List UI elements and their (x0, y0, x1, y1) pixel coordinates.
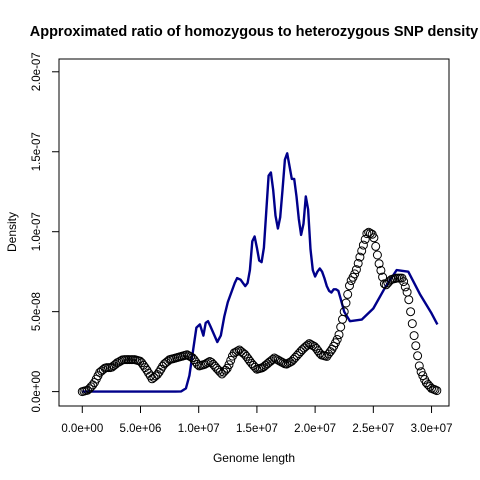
data-point (357, 246, 367, 256)
data-point (376, 265, 386, 275)
data-point (336, 322, 346, 332)
x-tick-label: 2.5e+07 (352, 423, 394, 435)
y-tick-label: 0.0e+00 (31, 371, 43, 413)
data-point (226, 355, 236, 365)
data-point (362, 229, 372, 239)
data-point (215, 367, 225, 377)
data-point (413, 351, 423, 361)
data-point (193, 359, 202, 369)
data-point (411, 341, 421, 351)
y-axis: 0.0e+00 5.0e-08 1.0e-07 1.5e-07 2.0e-07 (31, 52, 60, 413)
y-tick-label: 2.0e-07 (31, 52, 43, 91)
x-tick-label: 1.0e+07 (178, 423, 220, 435)
data-point (379, 279, 389, 289)
data-point (345, 281, 354, 291)
data-point (334, 330, 344, 340)
data-point (402, 287, 412, 297)
data-point (414, 361, 424, 371)
data-point (355, 252, 365, 262)
x-axis-label: Genome length (213, 451, 295, 465)
data-point (400, 282, 410, 292)
x-tick-label: 5.0e+06 (120, 423, 162, 435)
data-point (343, 289, 353, 299)
data-point (406, 307, 416, 317)
data-point (358, 240, 368, 250)
data-point (353, 258, 363, 268)
plot-frame (58, 58, 450, 407)
y-tick-label: 5.0e-08 (31, 292, 43, 331)
data-point (332, 335, 342, 344)
data-point (137, 358, 147, 368)
data-point (378, 272, 388, 282)
x-tick-label: 1.5e+07 (236, 423, 278, 435)
y-tick-label: 1.5e-07 (31, 132, 43, 171)
x-tick-label: 3.0e+07 (411, 423, 453, 435)
x-tick-label: 2.0e+07 (294, 423, 336, 435)
series-line-0 (82, 152, 439, 393)
data-point (407, 319, 417, 329)
data-point (372, 250, 382, 260)
data-point (268, 355, 278, 364)
data-point (360, 234, 370, 244)
data-point (203, 358, 213, 367)
data-point (351, 265, 361, 275)
series-layer (77, 152, 442, 397)
y-tick-label: 1.0e-07 (31, 212, 43, 251)
series-points-1 (77, 227, 442, 397)
data-point (341, 298, 351, 308)
data-point (399, 277, 409, 287)
data-point (339, 307, 349, 317)
data-point (374, 259, 384, 269)
data-point (371, 241, 381, 251)
data-point (432, 386, 442, 396)
data-point (409, 331, 419, 341)
chart-title: Approximated ratio of homozygous to hete… (30, 24, 478, 40)
data-point (369, 233, 379, 243)
x-axis: 0.0e+00 5.0e+06 1.0e+07 1.5e+07 2.0e+07 2.5e+… (61, 405, 453, 435)
data-point (350, 269, 360, 279)
data-point (224, 360, 234, 370)
y-axis-label: Density (5, 212, 19, 252)
x-tick-label: 0.0e+00 (61, 423, 103, 435)
data-point (338, 314, 347, 324)
data-point (303, 340, 313, 350)
data-point (404, 295, 414, 305)
